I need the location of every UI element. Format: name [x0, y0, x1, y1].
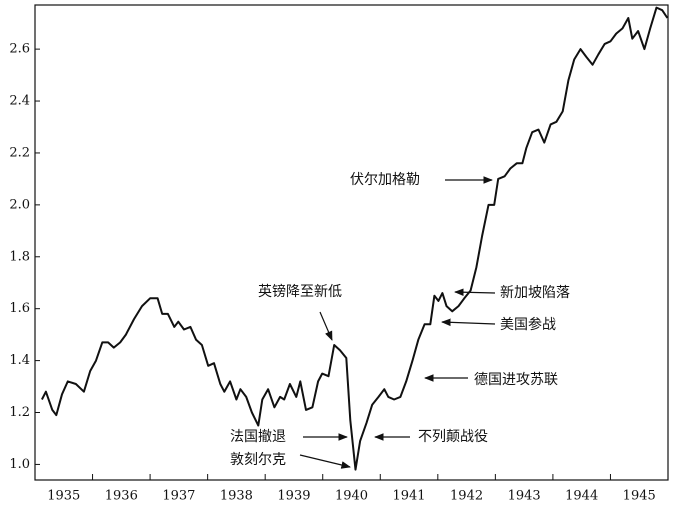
plot-frame — [34, 4, 669, 481]
data-line — [41, 6, 669, 471]
annotation: 法国撤退 — [230, 429, 286, 445]
x-tick-label: 1937 — [162, 489, 195, 504]
y-tick-label: 2.4 — [9, 94, 30, 109]
annotation: 新加坡陷落 — [500, 285, 570, 301]
x-tick-label: 1935 — [47, 489, 80, 504]
x-tick-label: 1943 — [508, 489, 541, 504]
x-tick-label: 1939 — [277, 489, 310, 504]
y-tick-label: 2.2 — [9, 145, 30, 160]
annotation: 德国进攻苏联 — [474, 372, 558, 388]
annotation-arrow — [299, 454, 351, 469]
annotation: 伏尔加格勒 — [350, 172, 420, 188]
annotation-arrow — [454, 288, 496, 297]
annotation: 不列颠战役 — [418, 429, 488, 445]
annotation-arrow — [319, 311, 333, 341]
x-tick-label: 1944 — [565, 489, 598, 504]
y-tick-label: 2.6 — [9, 42, 30, 57]
annotation: 敦刻尔克 — [230, 452, 286, 468]
annotation: 英镑降至新低 — [258, 283, 342, 300]
x-tick-label: 1938 — [220, 489, 253, 504]
y-tick-label: 2.0 — [9, 197, 30, 212]
x-tick-label: 1945 — [623, 489, 656, 504]
annotation-arrow — [441, 318, 496, 327]
x-tick-label: 1941 — [392, 489, 425, 504]
y-tick-label: 1.8 — [9, 249, 30, 264]
x-tick-label: 1936 — [105, 489, 138, 504]
annotation: 美国参战 — [500, 316, 556, 333]
y-tick-label: 1.6 — [9, 301, 30, 316]
x-tick-label: 1942 — [450, 489, 483, 504]
y-tick-label: 1.2 — [9, 405, 30, 420]
y-tick-label: 1.4 — [9, 353, 30, 368]
y-tick-label: 1.0 — [9, 457, 30, 472]
x-tick-label: 1940 — [335, 489, 368, 504]
